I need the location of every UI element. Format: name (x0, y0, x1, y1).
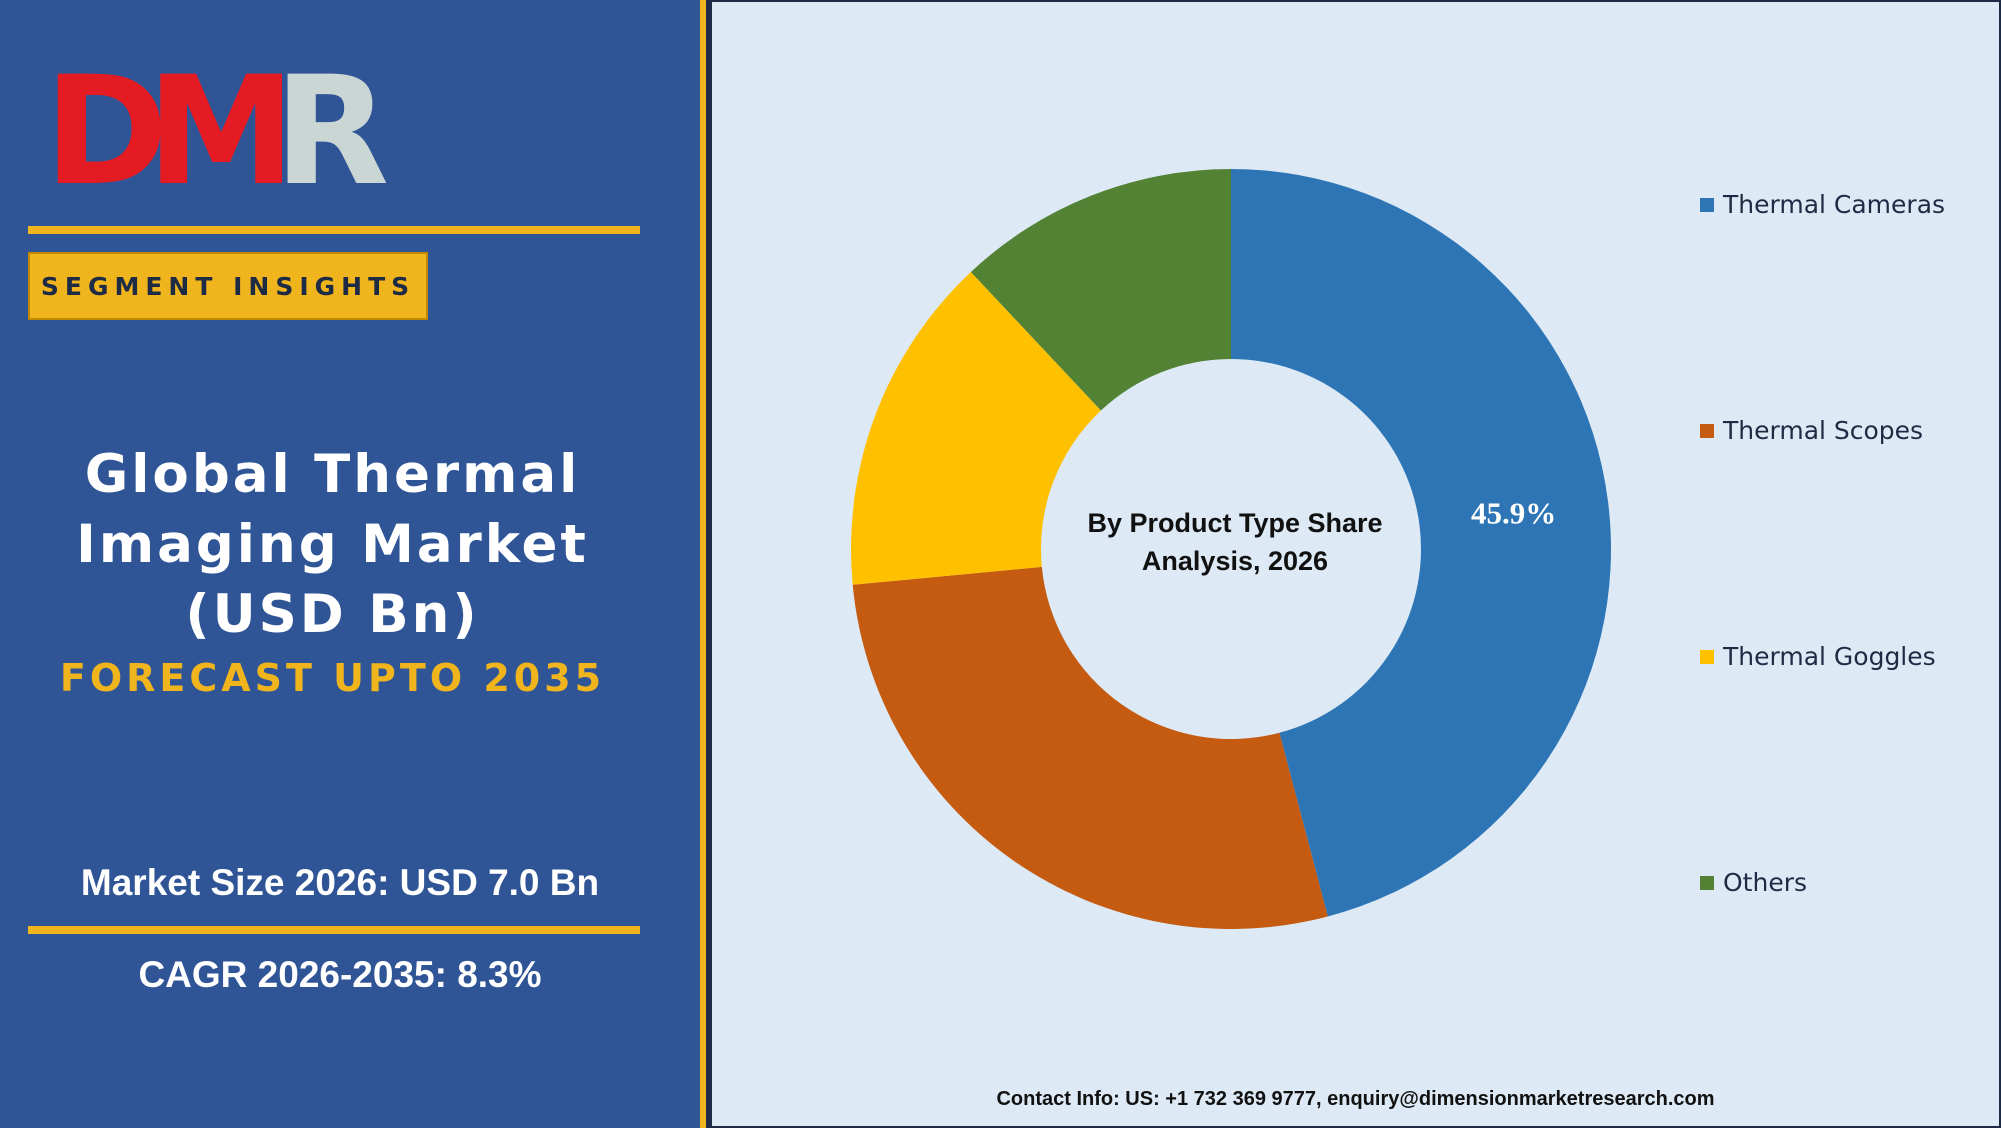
slice-thermal-scopes (852, 566, 1328, 930)
segment-insights-badge: SEGMENT INSIGHTS (28, 252, 428, 320)
report-title: Global Thermal Imaging Market (USD Bn) F… (0, 440, 665, 700)
legend-label: Others (1723, 868, 1808, 897)
legend-swatch (1700, 649, 1714, 664)
slice-thermal-goggles (851, 271, 1101, 585)
title-line-1: Global Thermal (84, 444, 581, 505)
slice-thermal-cameras (1231, 169, 1612, 917)
market-size-stat: Market Size 2026: USD 7.0 Bn (80, 862, 600, 903)
left-panel: DMR SEGMENT INSIGHTS Global Thermal Imag… (0, 0, 700, 1128)
center-label-line-2: Analysis, 2026 (1142, 546, 1328, 576)
panel-divider-shadow (706, 0, 710, 1128)
legend-item-others: Others (1700, 868, 1807, 897)
contact-info: Contact Info: US: +1 732 369 9777, enqui… (996, 1088, 1715, 1110)
legend-swatch (1700, 423, 1714, 438)
top-divider-line (28, 226, 640, 234)
legend-label: Thermal Cameras (1723, 190, 1946, 219)
legend-swatch (1700, 875, 1714, 890)
logo-letter-m: M (146, 45, 296, 219)
title-line-2: Imaging Market (76, 514, 589, 575)
legend-label: Thermal Scopes (1723, 416, 1924, 445)
panel-divider (700, 0, 706, 1128)
legend-item-thermal-goggles: Thermal Goggles (1700, 642, 1936, 671)
cagr-stat: CAGR 2026-2035: 8.3% (138, 954, 542, 995)
title-line-3: (USD Bn) (185, 584, 480, 645)
segment-insights-label: SEGMENT INSIGHTS (40, 271, 416, 301)
legend-label: Thermal Goggles (1723, 642, 1936, 671)
legend-item-thermal-scopes: Thermal Scopes (1700, 416, 1923, 445)
legend-item-thermal-cameras: Thermal Cameras (1700, 190, 1945, 219)
forecast-label: FORECAST UPTO 2035 (59, 656, 606, 700)
donut-slices (851, 169, 1612, 930)
slice-others (970, 169, 1231, 411)
center-label-line-1: By Product Type Share (1087, 508, 1382, 538)
data-label-thermal-cameras: 45.9% (1471, 495, 1556, 530)
bottom-divider-line (28, 926, 640, 934)
legend-swatch (1700, 197, 1714, 212)
